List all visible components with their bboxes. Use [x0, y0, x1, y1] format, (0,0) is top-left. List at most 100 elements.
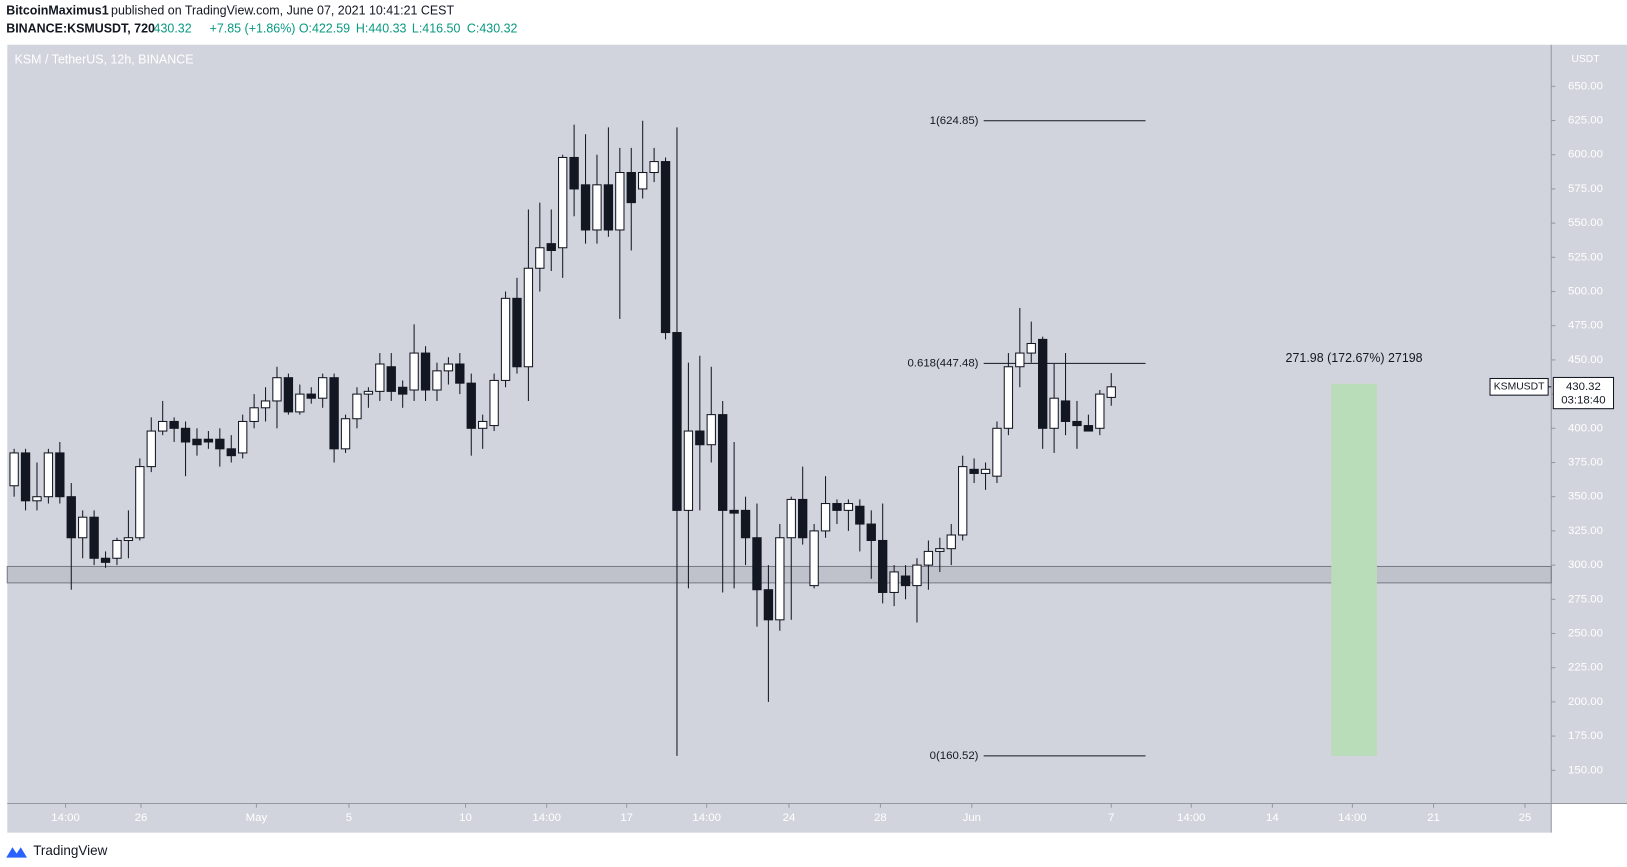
y-tick-label: 450.00 — [1568, 354, 1603, 366]
candle-body — [718, 414, 728, 511]
candle-body — [249, 407, 259, 422]
y-tick-label: 400.00 — [1568, 422, 1603, 434]
price-box — [1552, 376, 1615, 410]
time-axis-background — [7, 803, 1552, 833]
fib-label: 0(160.52) — [930, 750, 979, 762]
candle-body — [455, 363, 465, 384]
candle-body — [169, 420, 179, 429]
candle-body — [180, 427, 191, 443]
candle-body — [43, 452, 54, 498]
y-tick-label: 325.00 — [1568, 525, 1603, 537]
x-tick-label: 14:00 — [1177, 812, 1206, 824]
fib-label: 0.618(447.48) — [907, 357, 978, 369]
candle-body — [1015, 352, 1025, 368]
candle-body — [683, 430, 694, 511]
x-tick-label: 14:00 — [51, 812, 80, 824]
x-tick-label: 14:00 — [1338, 812, 1367, 824]
y-tick-label: 200.00 — [1568, 696, 1603, 708]
x-tick-label: 5 — [346, 812, 352, 824]
candle-body — [958, 466, 968, 536]
change: +7.85 (+1.86%) — [210, 21, 296, 35]
candle-body — [615, 171, 625, 231]
y-tick-label: 375.00 — [1568, 457, 1603, 469]
candle-body — [146, 430, 156, 468]
countdown: 03:18:40 — [1561, 394, 1605, 406]
candle-body — [535, 247, 545, 269]
candle-body — [432, 370, 442, 391]
y-tick-label: 525.00 — [1568, 251, 1603, 263]
y-tick-label: 575.00 — [1568, 183, 1603, 195]
x-tick-label: 10 — [459, 812, 472, 824]
candle-body — [512, 297, 522, 368]
candle-body — [1026, 342, 1036, 354]
candle-body — [786, 498, 796, 539]
candle-body — [980, 468, 991, 474]
candle-body — [100, 557, 111, 563]
candle-body — [20, 452, 31, 502]
price-label: 430.32 — [1566, 381, 1601, 393]
published: published on TradingView.com, June 07, 2… — [111, 4, 454, 18]
candle-body — [375, 363, 385, 392]
x-tick-label: 7 — [1108, 812, 1114, 824]
candle-body — [569, 156, 579, 190]
symbol-label: KSMUSDT — [1494, 382, 1545, 393]
y-tick-label: 625.00 — [1568, 115, 1603, 127]
candle-body — [158, 420, 168, 432]
last-price: 430.32 — [154, 21, 192, 35]
candle-body — [1072, 420, 1082, 427]
candle-body — [1095, 393, 1105, 429]
y-tick-label: 150.00 — [1568, 764, 1603, 776]
candle-body — [912, 564, 922, 587]
x-tick-label: 14:00 — [692, 812, 721, 824]
y-tick-label: 250.00 — [1568, 627, 1603, 639]
candle-body — [112, 539, 122, 559]
candle-body — [89, 516, 99, 559]
candle-body — [1038, 338, 1048, 429]
candle-body — [340, 418, 351, 450]
candle-body — [843, 503, 854, 511]
candle-body — [752, 537, 762, 591]
candle-body — [809, 530, 819, 587]
candle-body — [135, 466, 145, 539]
candle-body — [478, 420, 488, 429]
y-tick-label: 300.00 — [1568, 559, 1603, 571]
x-tick-label: Jun — [963, 812, 981, 824]
candle-body — [123, 537, 134, 541]
y-tick-label: 550.00 — [1568, 217, 1603, 229]
candle-body — [215, 438, 225, 450]
candle-body — [66, 496, 76, 539]
x-tick-label: 14:00 — [532, 812, 561, 824]
candle-body — [580, 184, 591, 231]
symbol-box — [1489, 377, 1549, 396]
candle-body — [603, 184, 614, 231]
y-unit: USDT — [1571, 54, 1600, 65]
logo — [6, 847, 27, 858]
candle-body — [238, 420, 248, 454]
candle-body — [969, 468, 979, 474]
candle-body — [649, 161, 659, 174]
candle-body — [443, 363, 454, 372]
candle-body — [935, 548, 945, 552]
candle-body — [900, 575, 911, 587]
candle-body — [55, 452, 65, 498]
candle-body — [32, 496, 42, 502]
candle-body — [626, 171, 636, 204]
candle-body — [638, 171, 648, 190]
candle-body — [409, 352, 419, 391]
candle-body — [226, 448, 236, 457]
candle-body — [763, 589, 774, 621]
candle-body — [729, 509, 739, 514]
symbol: BINANCE:KSMUSDT, 720 — [6, 21, 155, 35]
candle-body — [820, 503, 831, 532]
candle-body — [260, 400, 271, 409]
candle-body — [523, 267, 534, 368]
candle-body — [866, 523, 876, 541]
candle-body — [740, 509, 751, 539]
candle-body — [706, 414, 716, 446]
x-tick-label: 17 — [620, 812, 633, 824]
y-tick-label: 225.00 — [1568, 662, 1603, 674]
high: H:440.33 — [356, 21, 407, 35]
x-tick-label: 21 — [1427, 812, 1440, 824]
candle-body — [889, 571, 899, 593]
